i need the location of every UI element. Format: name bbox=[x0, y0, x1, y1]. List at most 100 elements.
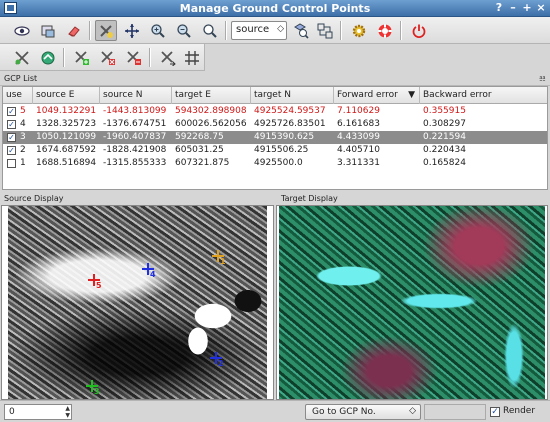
dock-pin-icon[interactable]: ⎂ bbox=[538, 74, 546, 84]
table-cell-bwd: 0.165824 bbox=[423, 158, 466, 168]
coordinate-box bbox=[424, 404, 486, 420]
column-header-target-n[interactable]: target N bbox=[251, 87, 334, 104]
column-header-backward-error[interactable]: Backward error bbox=[423, 90, 492, 100]
help-window-button[interactable]: ? bbox=[495, 1, 503, 14]
table-cell-source-n: -1828.421908 bbox=[103, 145, 167, 155]
use-checkbox[interactable]: ✓ bbox=[7, 133, 16, 142]
gcp-marker[interactable] bbox=[212, 250, 224, 262]
gcp-marker[interactable] bbox=[142, 263, 154, 275]
generate-gdal-script-button[interactable] bbox=[11, 47, 33, 68]
projection-combo[interactable]: source ◇ bbox=[231, 21, 287, 40]
table-cell-id: 4 bbox=[20, 119, 26, 129]
use-checkbox[interactable]: ✓ bbox=[7, 120, 16, 129]
settings-button[interactable] bbox=[348, 20, 370, 41]
sort-descending-icon: ▼ bbox=[408, 90, 415, 100]
go-to-gcp-label: Go to GCP No. bbox=[312, 407, 376, 417]
table-cell-source-e: 1674.687592 bbox=[36, 145, 97, 155]
eraser-icon bbox=[68, 25, 80, 37]
status-bar: 0 ▲ ▼ Go to GCP No. ◇ ✓ Render bbox=[0, 400, 550, 422]
full-histogram-button[interactable] bbox=[181, 47, 203, 68]
zoom-out-icon bbox=[177, 23, 191, 38]
spinbox-value: 0 bbox=[9, 407, 15, 417]
lifebuoy-icon bbox=[378, 24, 392, 37]
table-cell-bwd: 0.221594 bbox=[423, 132, 466, 142]
move-gcp-icon bbox=[161, 50, 176, 66]
delete-gcp-button[interactable] bbox=[97, 47, 119, 68]
load-gcp-points-button[interactable] bbox=[37, 47, 59, 68]
pan-button[interactable] bbox=[121, 20, 143, 41]
add-gcp-button[interactable] bbox=[71, 47, 93, 68]
start-georeferencing-button[interactable] bbox=[37, 20, 59, 41]
open-raster-button[interactable] bbox=[11, 20, 33, 41]
zoom-gcp-icon bbox=[294, 22, 309, 39]
remove-all-gcp-button[interactable] bbox=[123, 47, 145, 68]
close-window-button[interactable]: × bbox=[536, 1, 546, 14]
target-display-title: Target Display bbox=[281, 194, 338, 203]
spinbox-arrows-icon[interactable]: ▲ ▼ bbox=[65, 405, 70, 419]
table-cell-source-n: -1960.407837 bbox=[103, 132, 167, 142]
use-checkbox[interactable]: ✓ bbox=[7, 107, 16, 116]
link-views-icon bbox=[317, 23, 333, 38]
go-to-gcp-button[interactable]: Go to GCP No. ◇ bbox=[305, 404, 421, 420]
window-title: Manage Ground Control Points bbox=[179, 2, 371, 15]
zoom-in-button[interactable] bbox=[147, 20, 169, 41]
gcp-list-dock-header: GCP List ⎂ bbox=[0, 72, 550, 86]
table-header: use source E source N target E target N … bbox=[3, 87, 547, 104]
render-check-icon: ✓ bbox=[490, 407, 500, 417]
chevron-updown-icon: ◇ bbox=[409, 406, 416, 416]
target-raster-image bbox=[279, 206, 545, 399]
add-gcp-icon bbox=[75, 50, 89, 65]
table-cell-fwd: 4.405710 bbox=[337, 145, 380, 155]
table-row[interactable]: 1 1688.516894 -1315.855333 607321.875 492550… bbox=[3, 157, 547, 170]
table-cell-source-e: 1050.121099 bbox=[36, 132, 97, 142]
zoom-to-layer-button[interactable] bbox=[199, 20, 221, 41]
gcp-marker-label: 3 bbox=[94, 387, 100, 396]
edit-toolbar bbox=[0, 44, 205, 71]
column-header-target-e[interactable]: target E bbox=[172, 87, 251, 104]
link-views-button[interactable] bbox=[314, 20, 336, 41]
help-button[interactable] bbox=[374, 20, 396, 41]
render-checkbox[interactable]: ✓ Render bbox=[490, 406, 535, 417]
table-cell-source-e: 1688.516894 bbox=[36, 158, 97, 168]
column-header-use[interactable]: use bbox=[3, 87, 33, 104]
minimize-window-button[interactable]: – bbox=[510, 1, 516, 14]
table-cell-target-n: 4925726.83501 bbox=[254, 119, 326, 129]
column-header-forward-error[interactable]: Forward error ▼ bbox=[334, 87, 420, 104]
gcp-marker[interactable] bbox=[86, 380, 98, 392]
column-header-source-e[interactable]: source E bbox=[33, 87, 100, 104]
table-cell-target-n: 4925500.0 bbox=[254, 158, 303, 168]
gcp-marker[interactable] bbox=[210, 352, 222, 364]
add-point-icon bbox=[100, 24, 113, 38]
gdal-script-icon bbox=[15, 50, 29, 65]
separator bbox=[63, 48, 65, 67]
gcp-number-spinbox[interactable]: 0 ▲ ▼ bbox=[4, 404, 72, 420]
table-row[interactable]: ✓ 4 1328.325723 -1376.674751 600026.562056 49… bbox=[3, 118, 547, 131]
add-point-button[interactable] bbox=[95, 20, 117, 41]
column-header-source-n[interactable]: source N bbox=[100, 87, 172, 104]
load-points-icon bbox=[41, 51, 55, 64]
table-cell-id: 1 bbox=[20, 158, 26, 168]
table-row[interactable]: ✓ 2 1674.687592 -1828.421908 605031.25 491550… bbox=[3, 144, 547, 157]
table-cell-fwd: 4.433099 bbox=[337, 132, 380, 142]
table-cell-target-e: 607321.875 bbox=[175, 158, 230, 168]
table-cell-fwd: 6.161683 bbox=[337, 119, 380, 129]
table-cell-target-e: 594302.898908 bbox=[175, 106, 247, 116]
maximize-window-button[interactable]: + bbox=[522, 1, 532, 14]
zoom-out-button[interactable] bbox=[173, 20, 195, 41]
gcp-marker[interactable] bbox=[88, 274, 100, 286]
use-checkbox[interactable]: ✓ bbox=[7, 146, 16, 155]
reset-button[interactable] bbox=[63, 20, 85, 41]
table-row[interactable]: ✓ 5 1049.132291 -1443.813099 594302.898908 49… bbox=[3, 105, 547, 118]
target-display-canvas[interactable] bbox=[276, 205, 548, 400]
separator bbox=[89, 21, 91, 40]
use-checkbox[interactable] bbox=[7, 159, 16, 168]
gcp-marker-label: 1 bbox=[220, 257, 226, 266]
move-gcp-button[interactable] bbox=[157, 47, 179, 68]
table-cell-target-e: 592268.75 bbox=[175, 132, 224, 142]
zoom-to-gcp-button[interactable] bbox=[290, 20, 312, 41]
source-display-canvas[interactable]: 5 4 1 2 3 bbox=[1, 205, 274, 400]
table-cell-target-e: 605031.25 bbox=[175, 145, 224, 155]
forward-error-label: Forward error bbox=[337, 90, 398, 100]
quit-button[interactable] bbox=[408, 20, 430, 41]
table-row[interactable]: ✓ 3 1050.121099 -1960.407837 592268.75 491539… bbox=[3, 131, 547, 144]
